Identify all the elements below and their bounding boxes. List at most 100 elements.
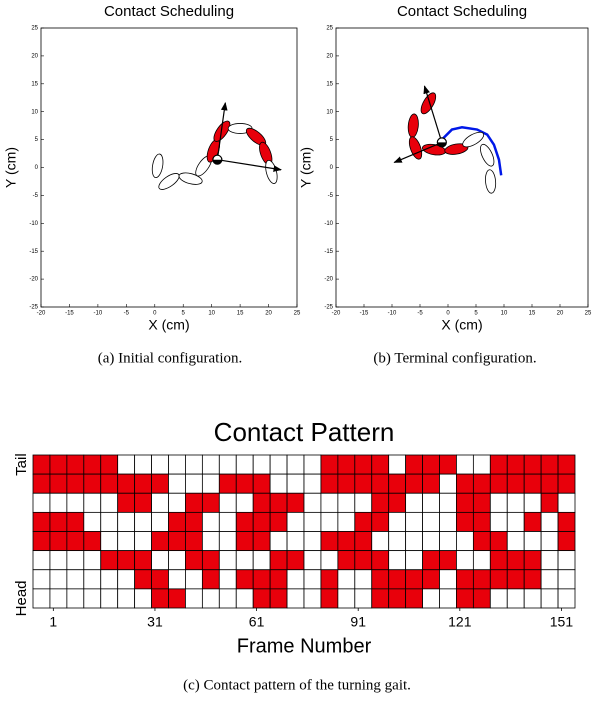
contact-cell (235, 454, 254, 475)
contact-cell (83, 531, 102, 552)
contact-cell (337, 454, 356, 475)
contact-cell (540, 473, 559, 494)
contact-cell (66, 492, 85, 513)
contact-cell (66, 454, 85, 475)
contact-cell (49, 588, 68, 609)
contact-cell (269, 492, 288, 513)
contact-cell (218, 492, 237, 513)
contact-cell (151, 531, 169, 552)
contact-cell (439, 569, 457, 590)
contact-cell (557, 531, 576, 552)
contact-cell (235, 473, 254, 494)
contact-cell (388, 531, 407, 552)
contact-cell (134, 588, 152, 609)
snake-link (408, 136, 423, 160)
arrow (216, 101, 228, 160)
contact-cell (540, 511, 559, 532)
trajectory (440, 126, 503, 176)
contact-cell (168, 569, 186, 590)
contact-cell (117, 569, 136, 590)
contact-cell (66, 473, 85, 494)
center-marker-half (212, 159, 222, 165)
contact-cell (32, 454, 51, 475)
x-tick-label: 15 (529, 311, 536, 317)
contact-cell (269, 569, 288, 590)
x-axis-label: X (cm) (148, 317, 189, 333)
contact-cell (354, 473, 373, 494)
contact-cell (151, 511, 169, 532)
contact-cell (506, 454, 525, 475)
contact-cell (100, 550, 119, 571)
contact-cell (354, 511, 373, 532)
x-tick-label: 25 (585, 311, 592, 317)
contact-cell (320, 511, 339, 532)
contact-cell (337, 588, 356, 609)
contact-cell (388, 454, 407, 475)
y-tick-label: 15 (326, 81, 333, 87)
contact-cell (303, 588, 322, 609)
contact-cell (83, 454, 102, 475)
contact-cell (252, 473, 271, 494)
contact-cell (117, 492, 136, 513)
contact-cell (49, 454, 68, 475)
contact-cell (185, 492, 203, 513)
contact-cell (456, 531, 474, 552)
contact-cell (405, 531, 423, 552)
contact-cell (422, 550, 440, 571)
contact-cell (388, 511, 407, 532)
contact-cell (83, 588, 102, 609)
contact-cell (506, 569, 525, 590)
contact-cell (506, 550, 525, 571)
contact-cell (117, 550, 136, 571)
contact-cell (32, 569, 51, 590)
contact-cell (506, 492, 525, 513)
contact-cell (235, 531, 254, 552)
contact-cell (472, 531, 491, 552)
contact-cell (354, 531, 373, 552)
contact-cell (252, 511, 271, 532)
contact-cell (456, 473, 474, 494)
contact-cell (252, 492, 271, 513)
contact-cell (235, 569, 254, 590)
contact-cell (489, 550, 508, 571)
contact-cell (523, 588, 542, 609)
contact-cell (151, 569, 169, 590)
contact-cell (523, 550, 542, 571)
contact-cell (218, 550, 237, 571)
x-tick-label: 91 (350, 614, 366, 630)
snake-link (407, 113, 419, 138)
y-tick-label: 15 (31, 81, 38, 87)
contact-cell (388, 492, 407, 513)
x-tick-label: 20 (557, 311, 564, 317)
contact-cell (439, 588, 457, 609)
y-tick-label: 0 (330, 165, 334, 171)
y-tick-label: Tail (13, 453, 30, 476)
x-axis-label: Frame Number (237, 635, 372, 657)
y-tick-label: -20 (29, 277, 38, 283)
caption: (a) Initial configuration. (98, 350, 243, 366)
contact-cell (66, 588, 85, 609)
contact-cell (456, 550, 474, 571)
x-tick-label: 0 (153, 311, 157, 317)
contact-cell (472, 473, 491, 494)
contact-cell (134, 473, 152, 494)
contact-cell (269, 511, 288, 532)
contact-cell (337, 492, 356, 513)
contact-cell (337, 531, 356, 552)
contact-cell (201, 511, 220, 532)
contact-cell (489, 492, 508, 513)
contact-cell (185, 511, 203, 532)
contact-cell (185, 473, 203, 494)
contact-cell (303, 531, 322, 552)
y-tick-label: -10 (324, 221, 333, 227)
contact-cell (168, 492, 186, 513)
contact-cell (269, 454, 288, 475)
contact-cell (422, 588, 440, 609)
x-tick-label: 5 (474, 311, 478, 317)
contact-cell (83, 550, 102, 571)
contact-cell (439, 511, 457, 532)
y-tick-label: -25 (29, 305, 38, 311)
contact-cell (286, 550, 305, 571)
contact-cell (168, 454, 186, 475)
